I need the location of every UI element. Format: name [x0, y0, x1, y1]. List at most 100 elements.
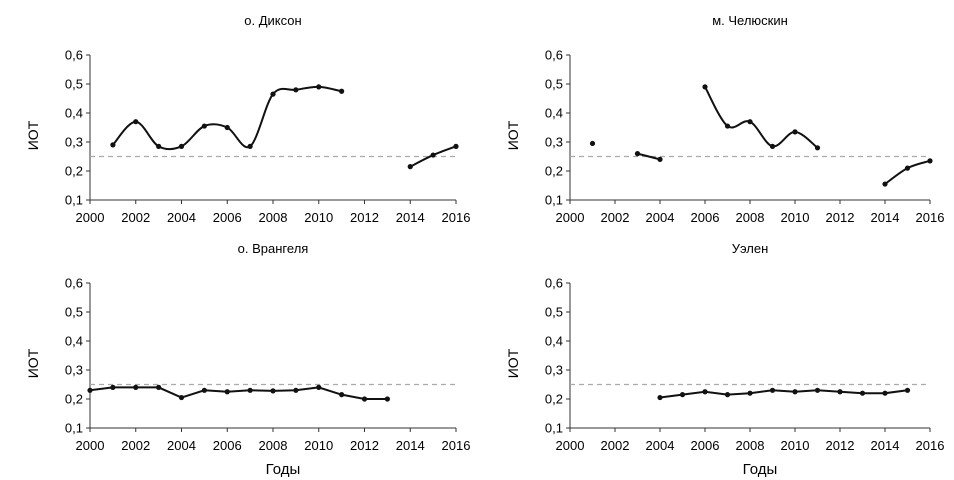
x-tick-label: 2006 — [691, 210, 720, 225]
y-tick-label: 0,1 — [65, 193, 83, 208]
x-tick-label: 2008 — [259, 210, 288, 225]
x-tick-label: 2004 — [646, 210, 675, 225]
x-tick-label: 2010 — [304, 210, 333, 225]
data-point — [634, 151, 641, 157]
x-tick-label: 2006 — [213, 210, 242, 225]
data-point — [224, 124, 230, 131]
data-point — [247, 143, 253, 149]
data-point — [384, 396, 390, 402]
x-tick-label: 2012 — [350, 438, 379, 453]
x-tick-label: 2002 — [601, 438, 630, 453]
x-tick-label: 2000 — [76, 210, 105, 225]
x-axis-label: Годы — [266, 461, 301, 478]
y-tick-label: 0,6 — [65, 276, 83, 291]
data-point — [769, 387, 776, 393]
data-point — [453, 143, 459, 149]
data-point — [293, 387, 299, 393]
data-point — [814, 387, 821, 393]
x-tick-label: 2012 — [350, 210, 379, 225]
x-tick-label: 2002 — [601, 210, 630, 225]
x-tick-label: 2008 — [736, 210, 765, 225]
y-tick-label: 0,5 — [65, 305, 83, 320]
chart-title: м. Челюскин — [712, 13, 788, 28]
data-point — [110, 142, 116, 148]
data-point — [657, 394, 663, 401]
y-axis-label: ИОТ — [505, 348, 521, 378]
data-point — [247, 387, 253, 393]
series-line — [112, 85, 342, 151]
data-point — [747, 119, 753, 125]
chart-title: Уэлен — [732, 241, 769, 256]
x-tick-label: 2000 — [556, 438, 585, 453]
x-tick-label: 2016 — [916, 438, 945, 453]
data-point — [792, 389, 798, 395]
x-tick-label: 2006 — [691, 438, 720, 453]
data-point — [224, 389, 230, 395]
data-point — [201, 387, 207, 393]
data-point — [837, 389, 843, 395]
x-tick-label: 2004 — [646, 438, 675, 453]
data-point — [657, 156, 663, 162]
data-point — [769, 143, 776, 149]
chart-panel: м. Челюскин 0,1 0,2 0,3 0,4 0,5 0,6 2000 2002 200… — [505, 13, 944, 225]
y-tick-label: 0,2 — [65, 392, 83, 407]
series-line — [89, 386, 388, 400]
y-tick-label: 0,3 — [545, 135, 563, 150]
y-tick-label: 0,5 — [545, 305, 563, 320]
chart-panel: о. Диксон 0,1 0,2 0,3 0,4 0,5 0,6 2000 2002 2004 2… — [25, 13, 470, 225]
data-point — [724, 123, 731, 129]
y-tick-label: 0,5 — [65, 77, 83, 92]
y-axis-label: ИОТ — [25, 348, 41, 378]
data-point — [339, 392, 345, 398]
data-point — [589, 140, 596, 147]
y-tick-label: 0,2 — [545, 392, 563, 407]
data-point — [201, 123, 207, 129]
data-point — [407, 164, 413, 170]
y-tick-label: 0,2 — [545, 164, 563, 179]
data-point — [724, 392, 731, 398]
data-point — [927, 158, 933, 164]
y-tick-label: 0,4 — [65, 334, 83, 349]
y-tick-label: 0,4 — [65, 106, 83, 121]
data-point — [156, 384, 162, 390]
data-point — [702, 84, 708, 90]
x-tick-label: 2014 — [871, 210, 900, 225]
data-point — [270, 91, 276, 97]
data-point — [792, 129, 798, 135]
data-point — [178, 394, 185, 401]
chart-title: о. Диксон — [244, 13, 301, 28]
data-point — [361, 396, 368, 402]
x-tick-label: 2012 — [826, 438, 855, 453]
data-point — [316, 84, 322, 90]
data-point — [316, 384, 322, 390]
chart-panel: Уэлен 0,1 0,2 0,3 0,4 0,5 0,6 2000 2002 2004 2006 2… — [505, 241, 944, 478]
y-axis-label: ИОТ — [25, 120, 41, 150]
y-tick-label: 0,3 — [545, 363, 563, 378]
x-tick-label: 2014 — [871, 438, 900, 453]
y-tick-label: 0,6 — [545, 48, 563, 63]
series-line — [637, 152, 661, 161]
x-tick-label: 2010 — [781, 210, 810, 225]
x-tick-label: 2010 — [781, 438, 810, 453]
x-tick-label: 2002 — [121, 438, 150, 453]
x-tick-label: 2006 — [213, 438, 242, 453]
series-line — [704, 86, 819, 149]
data-point — [110, 384, 116, 390]
y-tick-label: 0,3 — [65, 135, 83, 150]
data-point — [882, 390, 888, 396]
y-tick-label: 0,6 — [65, 48, 83, 63]
x-tick-label: 2014 — [396, 438, 425, 453]
x-tick-label: 2008 — [259, 438, 288, 453]
x-tick-label: 2004 — [167, 210, 196, 225]
data-point — [679, 392, 686, 398]
x-tick-label: 2000 — [76, 438, 105, 453]
data-point — [904, 165, 911, 171]
x-tick-label: 2010 — [304, 438, 333, 453]
data-point — [156, 143, 162, 149]
y-tick-label: 0,2 — [65, 164, 83, 179]
data-point — [133, 119, 139, 125]
series-line — [659, 389, 908, 399]
y-tick-label: 0,1 — [545, 421, 563, 436]
y-tick-label: 0,6 — [545, 276, 563, 291]
